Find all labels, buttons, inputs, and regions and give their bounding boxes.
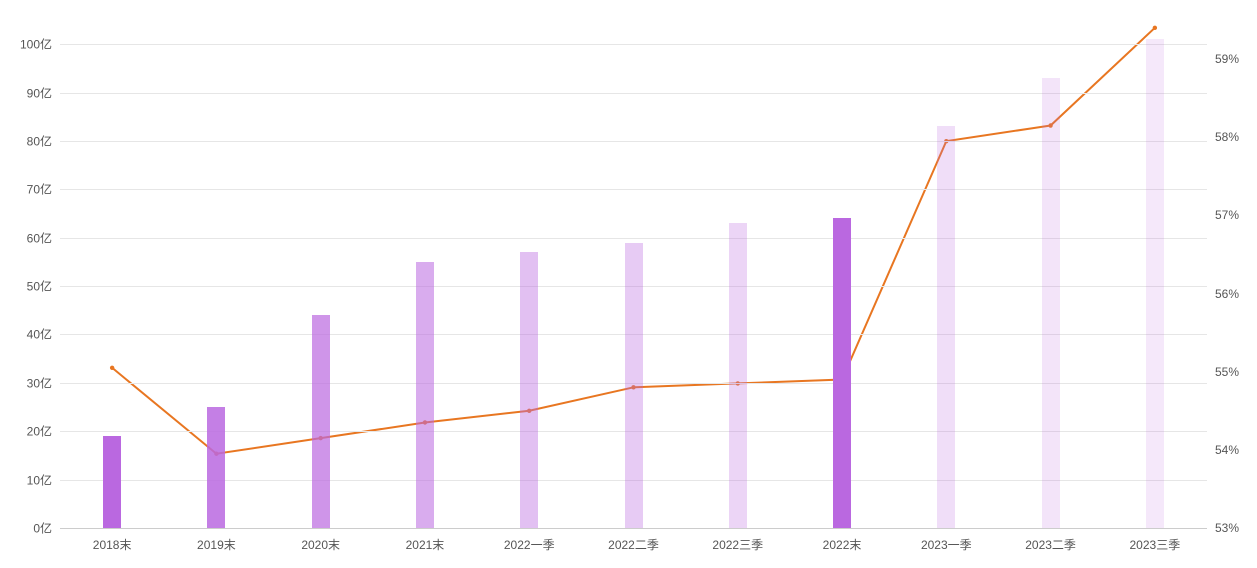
y-left-tick: 50亿 bbox=[27, 278, 52, 295]
line-marker bbox=[110, 366, 114, 370]
bar bbox=[625, 243, 643, 528]
bar-fill bbox=[416, 262, 434, 528]
x-tick-label: 2022一季 bbox=[504, 536, 555, 553]
x-tick-label: 2022二季 bbox=[608, 536, 659, 553]
y-right-tick: 57% bbox=[1215, 208, 1239, 222]
combo-chart: 0亿10亿20亿30亿40亿50亿60亿70亿80亿90亿100亿 2018末2… bbox=[0, 0, 1257, 568]
y-right-tick: 56% bbox=[1215, 287, 1239, 301]
y-right-tick: 55% bbox=[1215, 365, 1239, 379]
bar bbox=[416, 262, 434, 528]
bar-fill bbox=[833, 218, 851, 528]
y-left-axis-labels: 0亿 10亿 20亿 30亿 40亿 50亿 60亿 70亿 80亿 90亿 100亿 bbox=[0, 0, 60, 568]
gridline bbox=[60, 189, 1207, 190]
bar-fill bbox=[312, 315, 330, 528]
y-right-tick: 53% bbox=[1215, 521, 1239, 535]
y-right-axis-labels: 53% 54% 55% 56% 57% 58% 59% bbox=[1207, 0, 1257, 568]
y-left-tick: 10亿 bbox=[27, 471, 52, 488]
bar-fill bbox=[207, 407, 225, 528]
bar bbox=[520, 252, 538, 528]
x-tick-label: 2020末 bbox=[301, 536, 340, 553]
y-left-tick: 100亿 bbox=[20, 36, 52, 53]
x-tick-label: 2023三季 bbox=[1130, 536, 1181, 553]
bar bbox=[833, 218, 851, 528]
y-right-tick: 54% bbox=[1215, 443, 1239, 457]
y-left-tick: 90亿 bbox=[27, 84, 52, 101]
bar bbox=[207, 407, 225, 528]
bar bbox=[312, 315, 330, 528]
plot-area: 2018末2019末2020末2021末2022一季2022二季2022三季20… bbox=[60, 20, 1207, 528]
y-left-tick: 20亿 bbox=[27, 423, 52, 440]
y-left-tick: 40亿 bbox=[27, 326, 52, 343]
bar bbox=[937, 126, 955, 528]
y-right-tick: 58% bbox=[1215, 130, 1239, 144]
gridline bbox=[60, 141, 1207, 142]
x-axis bbox=[60, 528, 1207, 529]
y-left-tick: 70亿 bbox=[27, 181, 52, 198]
y-left-tick: 0亿 bbox=[33, 520, 52, 537]
x-tick-label: 2019末 bbox=[197, 536, 236, 553]
gridline bbox=[60, 44, 1207, 45]
x-tick-label: 2022三季 bbox=[712, 536, 763, 553]
bar-fill bbox=[520, 252, 538, 528]
x-tick-label: 2023一季 bbox=[921, 536, 972, 553]
bar bbox=[1146, 39, 1164, 528]
x-tick-label: 2018末 bbox=[93, 536, 132, 553]
bar-fill bbox=[1146, 39, 1164, 528]
bar-fill bbox=[729, 223, 747, 528]
bar-fill bbox=[625, 243, 643, 528]
bar-fill bbox=[1042, 78, 1060, 528]
y-left-tick: 30亿 bbox=[27, 374, 52, 391]
bar-fill bbox=[103, 436, 121, 528]
x-tick-label: 2023二季 bbox=[1025, 536, 1076, 553]
bar-fill bbox=[937, 126, 955, 528]
bar bbox=[1042, 78, 1060, 528]
x-tick-label: 2021末 bbox=[406, 536, 445, 553]
gridline bbox=[60, 93, 1207, 94]
y-left-tick: 80亿 bbox=[27, 132, 52, 149]
line-marker bbox=[1153, 26, 1157, 30]
gridline bbox=[60, 238, 1207, 239]
x-tick-label: 2022末 bbox=[823, 536, 862, 553]
bar bbox=[103, 436, 121, 528]
y-right-tick: 59% bbox=[1215, 52, 1239, 66]
y-left-tick: 60亿 bbox=[27, 229, 52, 246]
bar bbox=[729, 223, 747, 528]
